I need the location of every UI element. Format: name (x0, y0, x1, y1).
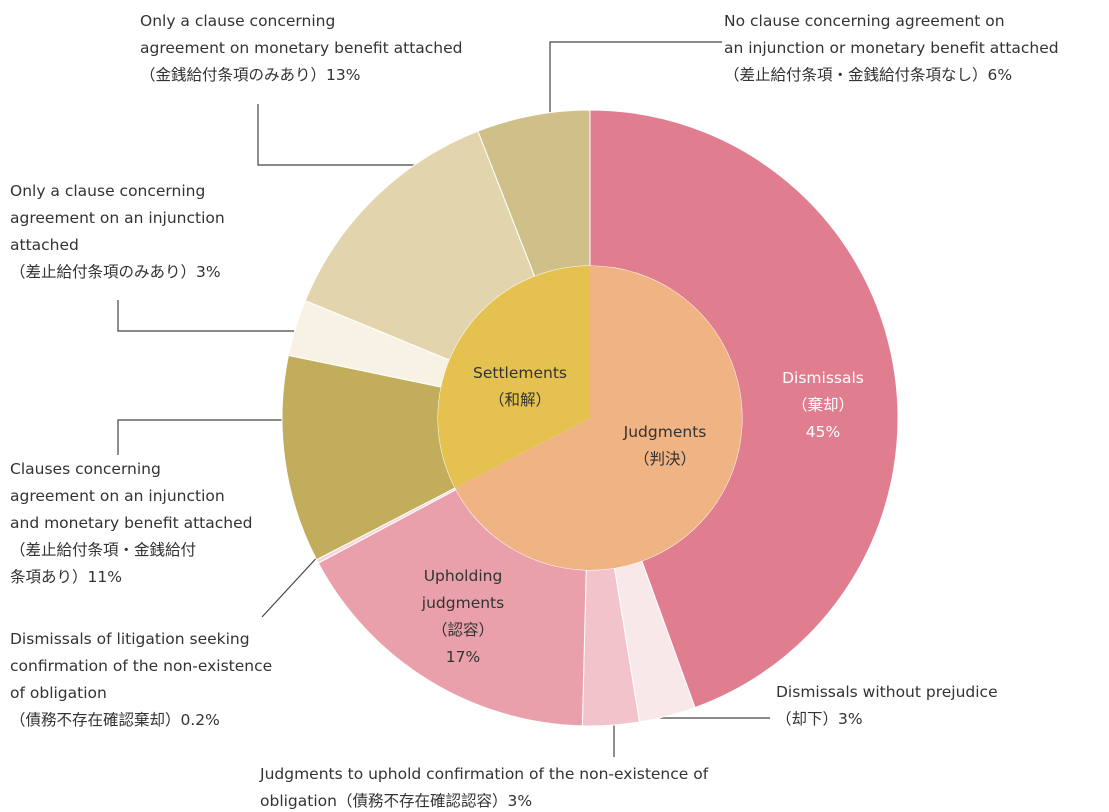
label-line: judgments (421, 594, 504, 612)
label-line: Only a clause concerning (10, 182, 205, 200)
label-line: confirmation of the non-existence (10, 657, 272, 675)
label-line: Dismissals (782, 369, 864, 387)
segment-label: Dismissals of litigation seeking confirma… (10, 630, 272, 729)
value-label: 13% (326, 66, 360, 84)
segment-label: No clause concerning agreement on an inju… (724, 12, 1059, 84)
leader-line (257, 104, 435, 166)
value-label: 17% (446, 648, 480, 666)
inner-segment (438, 266, 590, 488)
label-line: （和解） (489, 391, 551, 409)
label-line: （認容） (432, 621, 494, 639)
label-line: and monetary benefit attached (10, 514, 252, 532)
leader-line (117, 300, 300, 332)
leader-line (549, 41, 722, 125)
value-label: 6% (988, 66, 1013, 84)
label-line: agreement on an injunction (10, 487, 225, 505)
value-label: 45% (806, 423, 840, 441)
value-label: 11% (88, 568, 122, 586)
inner-segment (455, 266, 742, 570)
label-line: Dismissals of litigation seeking (10, 630, 250, 648)
label-line: （差止給付条項・金銭給付条項なし） (724, 66, 988, 84)
label-line: （棄却） (792, 396, 854, 414)
label-line: Dismissals without prejudice (776, 683, 998, 701)
segment-label: Dismissals without prejudice （却下）3% (776, 683, 998, 728)
label-line: agreement on an injunction (10, 209, 225, 227)
label-line: （差止給付条項のみあり） (10, 263, 196, 281)
label-line: attached (10, 236, 79, 254)
segment-label: Judgments to uphold confirmation of the … (259, 765, 709, 810)
label-line: Judgments to uphold confirmation of the … (259, 765, 709, 783)
label-line: an injunction or monetary benefit attach… (724, 39, 1059, 57)
label-line: Clauses concerning (10, 460, 161, 478)
label-line: （債務不存在確認棄却） (10, 711, 181, 729)
label-line: （却下） (776, 710, 838, 728)
group-label: Judgments （判決） (623, 423, 707, 468)
segment-label: Upholding judgments （認容） 17% (421, 567, 504, 666)
label-line: No clause concerning agreement on (724, 12, 1005, 30)
label-line: Only a clause concerning (140, 12, 335, 30)
value-label: 3% (196, 263, 221, 281)
leader-line (261, 551, 323, 618)
label-line: Upholding (424, 567, 503, 585)
label-line: （判決） (634, 450, 696, 468)
leader-line (117, 419, 290, 455)
segment-label: Dismissals （棄却） 45% (782, 369, 864, 441)
segment-label: Only a clause concerning agreement on mon… (140, 12, 463, 84)
label-line: Settlements (473, 364, 567, 382)
label-line: of obligation (10, 684, 107, 702)
label-line: obligation（債務不存在確認認容） (260, 792, 507, 810)
value-label: 0.2% (181, 711, 220, 729)
label-line: agreement on monetary benefit attached (140, 39, 463, 57)
value-label: 3% (838, 710, 863, 728)
value-label: 3% (507, 792, 532, 810)
label-line: Judgments (623, 423, 707, 441)
label-line: 条項あり） (10, 568, 88, 586)
group-label: Settlements （和解） (473, 364, 567, 409)
segment-label: Only a clause concerning agreement on an … (10, 182, 225, 281)
label-line: （金銭給付条項のみあり） (140, 66, 326, 84)
segment-label: Clauses concerning agreement on an injunc… (10, 460, 252, 586)
label-line: （差止給付条項・金銭給付 (10, 541, 196, 559)
